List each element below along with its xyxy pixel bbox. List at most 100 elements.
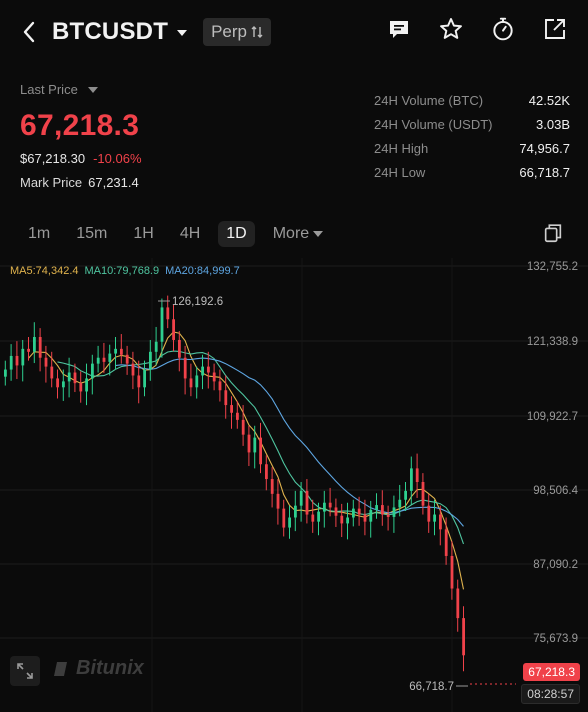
header-bar: BTCUSDT Perp	[0, 0, 588, 64]
candle-body	[50, 366, 54, 379]
candle-body	[73, 372, 77, 384]
candle-body	[323, 502, 326, 512]
caret-down-icon	[87, 86, 98, 93]
stat-label: 24H Low	[374, 164, 426, 180]
stat-row: 24H Volume (BTC) 42.52K	[374, 88, 570, 112]
stat-row: 24H Low 66,718.7	[374, 160, 570, 184]
candle-body	[294, 505, 297, 518]
grid-lines	[0, 258, 588, 712]
timer-icon	[493, 17, 513, 41]
caret-down-icon[interactable]	[175, 26, 189, 40]
candle-body	[357, 508, 361, 515]
last-price-selector[interactable]: Last Price	[20, 82, 320, 97]
favorite-button[interactable]	[436, 14, 466, 44]
star-icon	[440, 18, 462, 39]
candle-body	[230, 405, 233, 413]
candle-body	[201, 366, 204, 376]
high-marker: 126,192.6	[158, 296, 223, 308]
timer-button[interactable]	[488, 14, 518, 44]
tab-1d[interactable]: 1D	[218, 221, 255, 247]
candle-body	[450, 555, 454, 589]
stats-panel: 24H Volume (BTC) 42.52K 24H Volume (USDT…	[374, 88, 570, 184]
candle-body	[439, 514, 442, 530]
candle-body	[207, 366, 210, 373]
tab-1h[interactable]: 1H	[133, 225, 154, 242]
usd-price: $67,218.30	[20, 151, 86, 166]
candle-body	[137, 375, 141, 388]
change-percent: -10.06%	[93, 151, 142, 166]
candle-body	[253, 437, 257, 453]
brand-watermark: Bitunix	[52, 657, 144, 680]
low-marker: 66,718.7	[409, 681, 468, 693]
candle-body	[340, 515, 344, 524]
candle-body	[91, 363, 94, 379]
candle-body	[398, 499, 402, 508]
candle-body	[9, 355, 13, 370]
candle-body	[241, 419, 245, 435]
tab-4h[interactable]: 4H	[179, 225, 201, 242]
low-label: 66,718.7	[409, 681, 454, 693]
candle-body	[352, 508, 355, 518]
back-button[interactable]	[16, 19, 42, 45]
tab-1m[interactable]: 1m	[28, 225, 51, 242]
candle-body	[369, 509, 373, 522]
candle-body	[328, 502, 332, 508]
high-label: 126,192.6	[172, 296, 223, 308]
ma5-value: MA5:74,342.4	[10, 265, 79, 277]
candle-body	[218, 381, 222, 391]
stat-value: 42.52K	[528, 92, 570, 108]
kline-chart[interactable]: MA5:74,342.4 MA10:79,768.9 MA20:84,999.7…	[0, 258, 588, 712]
swap-icon	[251, 26, 263, 38]
candle-body	[212, 372, 216, 382]
candle-body	[38, 337, 42, 358]
header-actions	[384, 14, 570, 44]
y-axis-labels: 132,755.2 121,338.9 109,922.7 98,506.4 8…	[527, 261, 579, 645]
candle-body	[276, 493, 280, 509]
copy-button[interactable]	[542, 222, 566, 246]
candle-body	[125, 354, 129, 364]
ma-legend: MA5:74,342.4 MA10:79,768.9 MA20:84,999.7	[10, 265, 240, 277]
candle-body	[120, 348, 123, 355]
share-icon	[545, 19, 565, 39]
candle-body	[79, 383, 83, 392]
perp-label: Perp	[211, 22, 247, 41]
share-button[interactable]	[540, 14, 570, 44]
stat-value: 66,718.7	[519, 164, 570, 180]
symbol-title[interactable]: BTCUSDT	[52, 18, 169, 45]
candle-body	[114, 348, 117, 354]
stat-row: 24H High 74,956.7	[374, 136, 570, 160]
candle-body	[299, 490, 303, 506]
countdown-tag: 08:28:57	[521, 684, 580, 704]
mark-price-label: Mark Price	[20, 175, 83, 190]
expand-button[interactable]	[10, 656, 40, 686]
candle-body	[183, 357, 187, 379]
last-price-value: 67,218.3	[20, 109, 140, 142]
stat-label: 24H Volume (USDT)	[374, 116, 493, 132]
candle-body	[96, 357, 100, 364]
y-tick-label: 132,755.2	[527, 261, 578, 273]
candle-body	[21, 348, 25, 366]
more-intervals-button[interactable]: More	[265, 221, 331, 247]
candle-body	[270, 479, 274, 494]
candle-body	[4, 369, 7, 377]
bitunix-logo-icon	[54, 661, 67, 676]
candle-body	[62, 381, 65, 388]
ma10-value: MA10:79,768.9	[84, 265, 160, 277]
candle-body	[33, 337, 36, 352]
perp-badge[interactable]: Perp	[203, 18, 271, 46]
candle-body	[131, 363, 135, 376]
mark-price-row: Mark Price 67,231.4	[20, 175, 320, 190]
mark-price-value: 67,231.4	[88, 175, 139, 190]
candle-body	[311, 514, 315, 522]
candle-body	[108, 353, 112, 362]
chart-canvas: 132,755.2 121,338.9 109,922.7 98,506.4 8…	[0, 258, 588, 712]
interval-tabs: 1m 15m 1H 4H 1D More	[20, 219, 331, 249]
candle-body	[381, 505, 384, 515]
chat-button[interactable]	[384, 14, 414, 44]
tab-15m[interactable]: 15m	[76, 225, 108, 242]
candle-body	[415, 468, 419, 482]
price-sub-row: $67,218.30 -10.06%	[20, 151, 320, 166]
stat-value: 74,956.7	[519, 140, 570, 156]
candle-body	[392, 507, 396, 517]
